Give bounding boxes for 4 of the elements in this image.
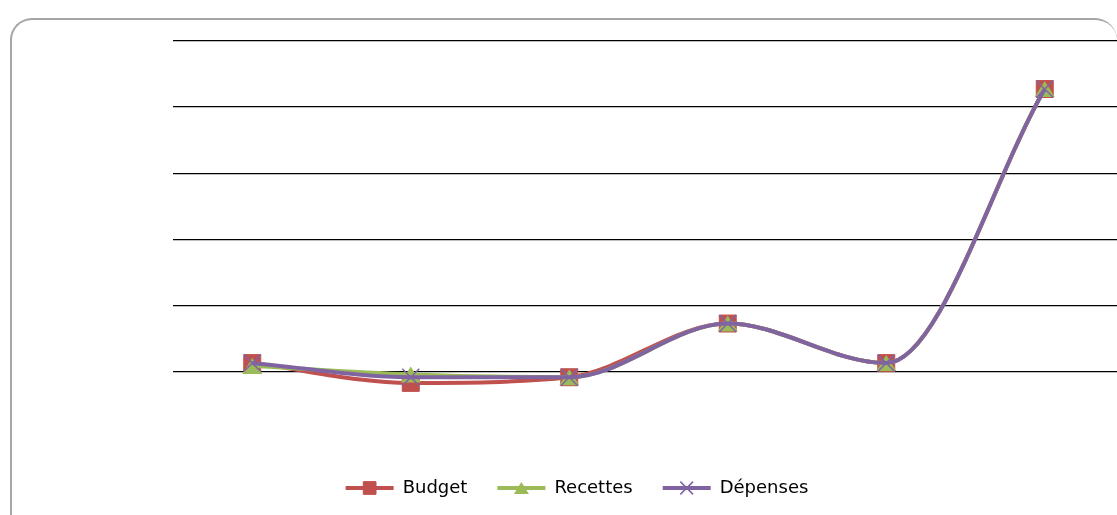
legend-label: Budget [402,475,468,497]
point [401,367,420,387]
legend-label: Dépenses [719,475,809,497]
legend-label: Recettes [554,475,633,497]
